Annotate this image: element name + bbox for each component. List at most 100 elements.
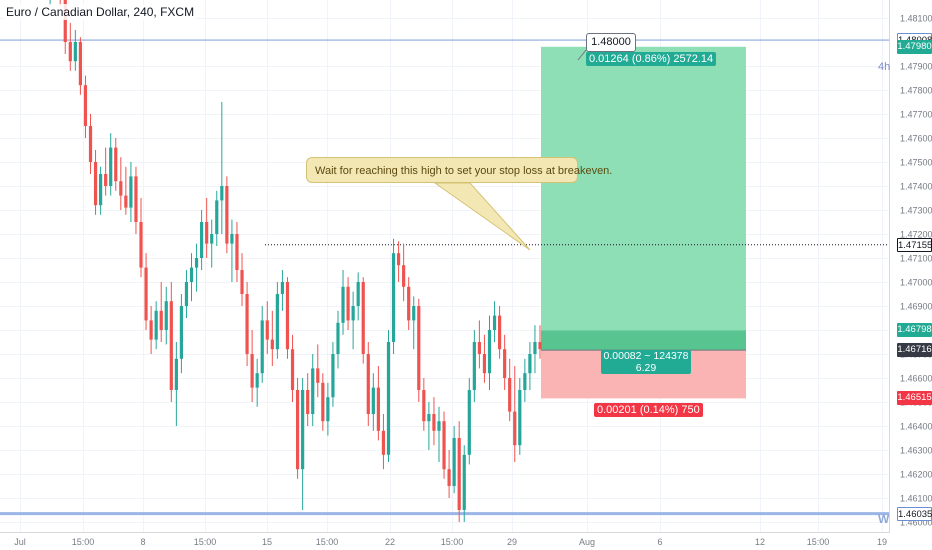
candle-body <box>508 378 512 412</box>
candle-body <box>88 126 93 162</box>
callout-note[interactable]: Wait for reaching this high to set your … <box>306 157 612 183</box>
candle-body <box>129 176 133 208</box>
candle-body <box>381 430 386 455</box>
time-tick-label: 29 <box>507 537 517 547</box>
candle-body <box>386 342 391 455</box>
candle-body <box>144 267 148 321</box>
time-tick-label: 15:00 <box>316 537 339 547</box>
position-zones <box>541 46 746 399</box>
candle-body <box>477 342 481 354</box>
candle-body <box>341 286 345 323</box>
time-tick-label: 22 <box>385 537 395 547</box>
candle-body <box>391 253 396 342</box>
candle-body <box>78 42 83 86</box>
chart-title: Euro / Canadian Dollar, 240, FXCM <box>4 4 197 20</box>
candle-body <box>492 315 497 330</box>
candle-body <box>63 0 67 43</box>
candle-body <box>351 306 355 321</box>
candle-body <box>472 342 476 390</box>
candle-body <box>134 176 138 222</box>
candle-body <box>109 147 113 186</box>
candle-body <box>194 258 199 268</box>
candle-body <box>275 294 279 350</box>
time-tick-label: 15:00 <box>441 537 464 547</box>
candle-body <box>371 387 375 414</box>
time-tick-label: 6 <box>657 537 662 547</box>
candle-body <box>396 253 401 266</box>
candle-body <box>528 354 532 374</box>
price-tick-label: 1.47100 <box>900 254 932 264</box>
price-tick-label: 1.46100 <box>900 494 932 504</box>
candle-body <box>235 234 239 270</box>
candle-body <box>533 342 537 354</box>
candle-body <box>260 320 264 374</box>
price-levels <box>0 39 890 516</box>
price-tick-label: 1.47900 <box>900 62 932 72</box>
candle-body <box>280 282 285 294</box>
price-tick-label: 1.47700 <box>900 110 932 120</box>
price-tick-label: 1.47000 <box>900 278 932 288</box>
candle-body <box>290 349 295 390</box>
candle-body <box>225 186 229 244</box>
price-tick-label: 1.47800 <box>900 86 932 96</box>
candle-body <box>376 387 380 431</box>
candle-body <box>442 421 446 470</box>
candle-body <box>462 454 466 510</box>
candle-body <box>114 147 118 182</box>
candle-body <box>437 421 441 431</box>
price-tick-label: 1.47400 <box>900 182 932 192</box>
candle-body <box>83 85 88 126</box>
callout-pointer <box>433 182 531 251</box>
candle-body <box>306 390 310 414</box>
candle-body <box>104 174 108 186</box>
candle-body <box>205 222 209 244</box>
candle-body <box>285 282 290 350</box>
candle-body <box>245 294 249 354</box>
candle-body <box>154 310 158 340</box>
price-tag: 1.46716 <box>897 343 932 358</box>
candle-body <box>210 234 214 244</box>
target-price-label[interactable]: 1.48000 <box>586 33 636 52</box>
time-tick-label: Aug <box>579 537 595 547</box>
candle-body <box>432 414 436 431</box>
candle-body <box>417 306 421 390</box>
timeframe-label-4h: 4h <box>878 61 891 73</box>
candle-body <box>482 354 487 374</box>
candle-body <box>518 390 522 446</box>
candle-body <box>452 438 456 486</box>
candle-body <box>346 286 350 321</box>
candle-body <box>457 438 461 510</box>
position-stats-label: 0.00082 ~ 124378 6.29 <box>601 350 691 374</box>
price-tick-label: 1.48100 <box>900 14 932 24</box>
candle-body <box>427 414 431 422</box>
price-tick-label: 1.46300 <box>900 446 932 456</box>
candle-body <box>311 368 315 414</box>
price-tick-label: 1.46600 <box>900 374 932 384</box>
candle-body <box>119 181 123 196</box>
candle-body <box>538 342 542 350</box>
time-tick-label: 15:00 <box>72 537 95 547</box>
price-tag: 1.46798 <box>897 323 932 338</box>
progress-zone <box>541 330 746 351</box>
target-zone <box>541 46 746 351</box>
candle-body <box>356 282 360 306</box>
price-tick-label: 1.46200 <box>900 470 932 480</box>
candle-body <box>93 162 98 206</box>
target-stats-label: 0.01264 (0.86%) 2572.14 <box>586 52 717 66</box>
candle-body <box>301 390 305 470</box>
time-tick-label: 15 <box>262 537 272 547</box>
time-axis[interactable]: Jul 15:00 8 15:00 15 15:00 22 15:00 29 Aug 6 12 15:0… <box>14 537 887 547</box>
candle-body <box>503 349 507 378</box>
candle-body <box>361 282 365 354</box>
price-tag: 1.47980 <box>897 39 932 54</box>
candle-body <box>326 397 330 422</box>
price-tick-label: 1.46000 <box>900 518 932 528</box>
candle-body <box>149 320 153 340</box>
candle-body <box>250 354 254 388</box>
candle-body <box>422 390 426 422</box>
candle-body <box>220 186 224 201</box>
candle-body <box>99 174 103 206</box>
candle-body <box>174 358 178 390</box>
position-stats-line1: 0.00082 ~ 124378 <box>603 350 689 362</box>
